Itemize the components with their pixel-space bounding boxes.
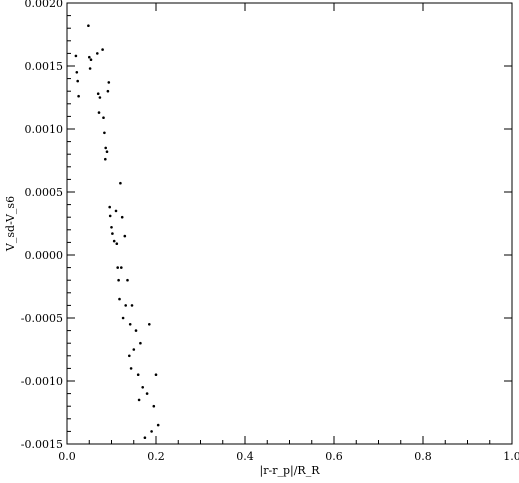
data-point (96, 92, 100, 95)
x-tick-label: 0.2 (147, 450, 165, 463)
data-point (137, 398, 141, 402)
x-tick-label: 0.6 (325, 450, 343, 463)
data-point (88, 67, 92, 70)
data-point (124, 304, 127, 307)
data-point (141, 386, 144, 389)
y-axis-label: V_sd-V_s6 (4, 196, 17, 252)
data-point (148, 323, 151, 326)
x-tick-label: 0.4 (236, 450, 254, 463)
y-tick-label: 0.0015 (25, 60, 64, 73)
data-point (98, 96, 102, 99)
data-point (104, 146, 107, 150)
data-point (116, 266, 119, 269)
data-point (123, 234, 127, 238)
data-point (105, 150, 109, 153)
data-point (118, 297, 121, 301)
data-point (89, 58, 93, 61)
data-point (111, 232, 114, 235)
data-point (108, 205, 111, 209)
data-point (128, 323, 132, 326)
data-point (136, 373, 140, 377)
data-point (143, 436, 147, 440)
x-tick-label: 0.8 (414, 450, 432, 463)
y-tick-label: 0.0000 (25, 249, 64, 262)
data-point (145, 392, 149, 395)
data-point (96, 52, 99, 55)
data-point (97, 111, 101, 114)
data-point (154, 373, 158, 377)
y-tick-label: 0.0010 (25, 123, 64, 136)
data-point (121, 316, 125, 320)
data-point (77, 94, 80, 98)
data-point (132, 348, 136, 351)
data-point (129, 367, 133, 370)
data-point (74, 54, 78, 58)
x-tick-label: 1.0 (503, 450, 519, 463)
data-point (106, 89, 110, 93)
y-axis-ticks: -0.0015 -0.0010 -0.0005 0.0000 0.0005 0.0010 0… (21, 0, 512, 451)
data-point (115, 242, 119, 245)
data-point (134, 329, 138, 332)
data-point (103, 131, 106, 135)
data-point (112, 239, 116, 243)
data-point (152, 404, 156, 408)
data-point (119, 181, 122, 185)
x-tick-label: 0.0 (58, 450, 76, 463)
y-tick-label: -0.0005 (21, 312, 63, 325)
data-point (87, 24, 90, 28)
y-tick-label: 0.0020 (25, 0, 64, 10)
data-point (120, 266, 123, 269)
y-tick-label: 0.0005 (25, 186, 64, 199)
data-point (114, 209, 118, 213)
plot-frame (66, 2, 513, 445)
data-point (130, 304, 134, 307)
data-point (110, 226, 113, 229)
data-points (74, 24, 160, 440)
data-point (156, 423, 160, 427)
x-axis-label: |r-r_p|/R_R (260, 464, 321, 478)
x-axis-ticks: 0.0 0.2 0.4 0.6 0.8 1.0 (58, 3, 519, 463)
y-tick-label: -0.0010 (21, 375, 63, 388)
data-point (128, 354, 131, 358)
data-point (76, 79, 79, 83)
data-point (75, 71, 79, 74)
data-point (102, 116, 105, 119)
data-point (101, 48, 104, 51)
data-point (150, 430, 153, 433)
data-point (88, 55, 91, 59)
data-point (126, 278, 129, 282)
data-point (139, 341, 142, 345)
y-tick-label: -0.0015 (21, 438, 63, 451)
data-point (117, 278, 120, 282)
data-point (108, 214, 112, 218)
data-point (120, 215, 124, 219)
data-point (104, 157, 107, 161)
data-point (107, 81, 111, 84)
